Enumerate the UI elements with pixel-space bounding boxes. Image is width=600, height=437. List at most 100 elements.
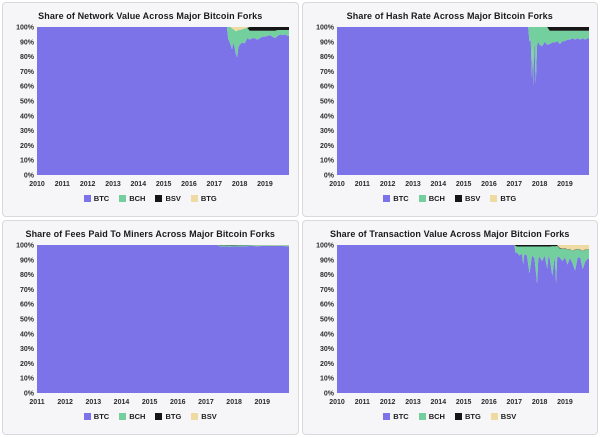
x-tick-label: 2015 [156,181,172,188]
y-tick-label: 30% [320,128,335,135]
chart-panel-transaction-value: Share of Transaction Value Across Major … [301,220,598,435]
legend-label-btg: BTG [200,193,217,203]
y-tick-label: 20% [20,143,35,150]
legend-item-bsv: BSV [454,194,480,203]
x-tick-label: 2013 [405,399,421,406]
x-tick-label: 2016 [170,399,186,406]
x-tick-label: 2019 [255,399,271,406]
legend-swatch-bch [418,194,426,202]
legend-swatch-bch [119,194,127,202]
legend-item-bch: BCH [418,411,445,421]
fees-chart: 0% 10% 20% 30% 40% 50% 60% 70% 80% 90% 100% 2011 201… [16,243,290,406]
y-tick-label: 40% [320,331,335,338]
x-tick-label: 2010 [329,399,345,406]
legend-swatch-bsv [490,412,498,420]
x-tick-label: 2010 [329,181,345,188]
x-tick-label: 2012 [58,399,74,406]
x-tick-label: 2018 [532,399,548,406]
y-tick-label: 90% [320,257,335,264]
chart-panel-hash-rate: Share of Hash Rate Across Major Bitcoin … [301,2,598,217]
legend-label-bsv: BSV [201,411,217,421]
x-tick-label: 2016 [481,399,497,406]
area-btc [336,245,589,393]
y-tick-label: 60% [320,302,335,309]
area-bch [37,245,290,247]
x-tick-label: 2013 [405,181,421,188]
chart-legend: BTC BCH BSV BTG [383,191,516,205]
legend-swatch-btc [83,412,91,420]
y-tick-label: 30% [20,346,35,353]
legend-label-bch: BCH [428,411,445,421]
y-tick-label: 10% [320,376,335,383]
x-tick-label: 2019 [257,181,273,188]
y-tick-label: 100% [16,25,35,32]
legend-item-btc: BTC [383,411,409,421]
legend-swatch-btg [155,412,163,420]
legend-swatch-btg [190,194,198,202]
legend-swatch-btg [490,194,498,202]
x-tick-label: 2011 [55,181,70,188]
chart-panel-network-value: Share of Network Value Across Major Bitc… [2,2,299,217]
y-tick-label: 70% [20,287,35,294]
legend-swatch-bch [418,412,426,420]
y-tick-label: 20% [320,361,335,368]
x-tick-label: 2014 [114,399,130,406]
y-tick-label: 80% [320,272,335,279]
area-bsv [336,245,589,251]
y-tick-label: 50% [20,317,35,324]
area-bch [336,245,589,284]
legend-swatch-btc [83,194,91,202]
y-tick-label: 80% [320,54,335,61]
legend-label-btc: BTC [393,411,409,421]
legend-item-bsv: BSV [155,193,181,203]
y-tick-label: 10% [20,376,35,383]
x-tick-label: 2017 [198,399,214,406]
legend-swatch-bsv [454,194,462,202]
y-tick-label: 90% [20,257,35,264]
legend-swatch-btc [383,194,391,202]
y-tick-label: 90% [320,39,335,46]
chart-title-fees-paid-to-miners: Share of Fees Paid To Miners Across Majo… [25,229,276,239]
x-tick-label: 2014 [430,399,446,406]
y-tick-label: 40% [320,113,335,120]
legend-item-btc: BTC [83,193,110,203]
y-tick-label: 60% [20,84,35,91]
y-tick-label: 60% [320,84,335,91]
x-tick-label: 2015 [142,399,158,406]
y-tick-label: 10% [20,158,35,165]
x-tick-label: 2012 [380,399,396,406]
area-btc [37,27,290,175]
chart-panel-fees-paid-to-miners: Share of Fees Paid To Miners Across Majo… [2,220,299,435]
legend-label-btc: BTC [93,193,110,203]
x-tick-label: 2013 [86,399,102,406]
legend-label-btg: BTG [500,193,517,203]
y-tick-label: 90% [20,39,35,46]
y-tick-label: 60% [20,302,35,309]
x-tick-label: 2018 [227,399,243,406]
x-tick-label: 2017 [506,399,522,406]
legend-label-bch: BCH [129,193,146,203]
y-tick-label: 0% [24,391,35,398]
x-tick-label: 2011 [354,181,369,188]
legend-item-btg: BTG [490,194,516,203]
legend-label-bsv: BSV [165,193,181,203]
area-bsv [336,27,589,31]
x-tick-label: 2012 [380,181,396,188]
x-tick-label: 2010 [29,181,45,188]
legend-label-bsv: BSV [500,411,517,421]
x-tick-label: 2019 [557,181,573,188]
area-bch [37,27,290,58]
legend-item-btg: BTG [190,193,217,203]
area-bsv [37,27,290,32]
legend-swatch-btc [383,412,391,420]
hash-rate-chart: 0% 10% 20% 30% 40% 50% 60% 70% 80% 90% 100% 2010 201… [316,25,589,188]
y-tick-label: 0% [24,173,35,180]
transaction-value-chart: 0% 10% 20% 30% 40% 50% 60% 70% 80% 90% 100% 2010 201… [316,243,589,406]
chart-title-transaction-value: Share of Transaction Value Across Major … [329,229,570,239]
legend-label-btg: BTG [464,411,481,421]
legend-label-btc: BTC [93,411,110,421]
y-tick-label: 70% [320,287,335,294]
y-tick-label: 100% [316,25,335,32]
legend-label-btc: BTC [393,193,409,203]
